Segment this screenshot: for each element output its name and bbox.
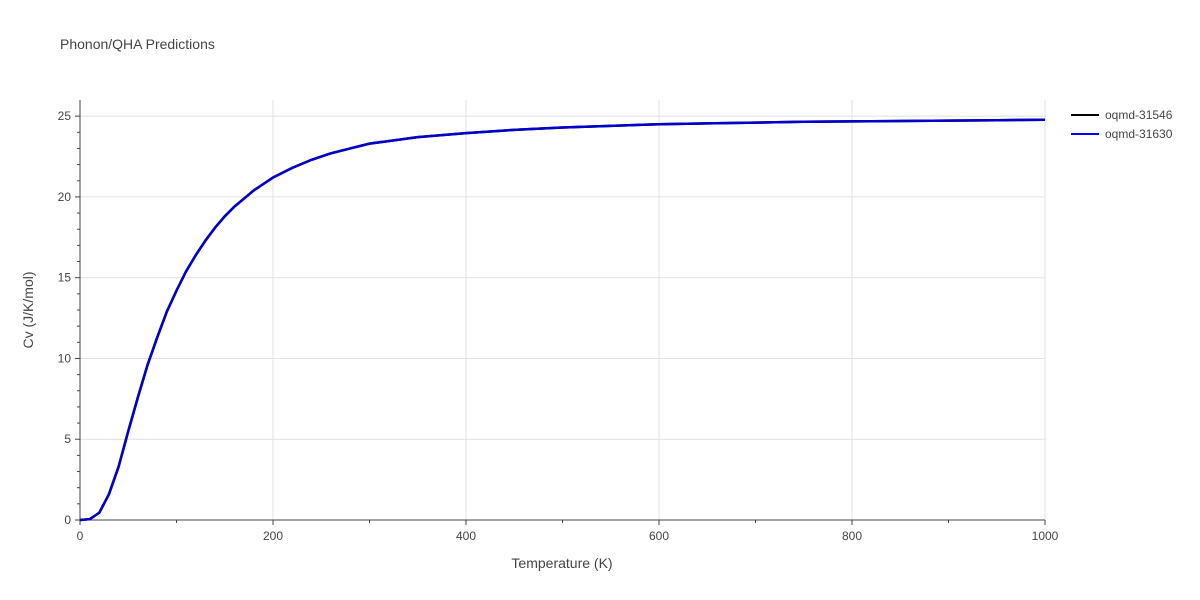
- legend-item-oqmd-31630[interactable]: oqmd-31630: [1071, 127, 1173, 141]
- x-tick-label: 0: [77, 529, 84, 543]
- y-tick-label: 5: [64, 432, 71, 446]
- y-tick-label: 20: [58, 190, 72, 204]
- grid-lines: [80, 100, 1046, 520]
- x-tick-label: 1000: [1032, 529, 1059, 543]
- legend-item-oqmd-31546[interactable]: oqmd-31546: [1071, 108, 1173, 122]
- series-group: [79, 118, 1046, 522]
- y-tick-label: 25: [58, 109, 72, 123]
- y-tick-label: 15: [58, 271, 72, 285]
- legend-label: oqmd-31630: [1105, 127, 1173, 141]
- x-axis-title: Temperature (K): [511, 555, 612, 571]
- y-axis-title: Cv (J/K/mol): [20, 272, 36, 349]
- axes: 0 200 400 600 800 1000 0 5 10 15 20 25: [58, 100, 1059, 543]
- legend[interactable]: oqmd-31546 oqmd-31630: [1071, 108, 1173, 141]
- chart-title: Phonon/QHA Predictions: [60, 36, 215, 52]
- series-line-oqmd-31546: [79, 118, 1046, 522]
- y-tick-label: 10: [58, 351, 72, 365]
- y-tick-label: 0: [64, 513, 71, 527]
- x-tick-label: 200: [263, 529, 283, 543]
- x-tick-label: 800: [842, 529, 862, 543]
- legend-label: oqmd-31546: [1105, 108, 1173, 122]
- x-tick-label: 400: [456, 529, 476, 543]
- x-tick-label: 600: [649, 529, 669, 543]
- series-line-oqmd-31630: [79, 118, 1046, 522]
